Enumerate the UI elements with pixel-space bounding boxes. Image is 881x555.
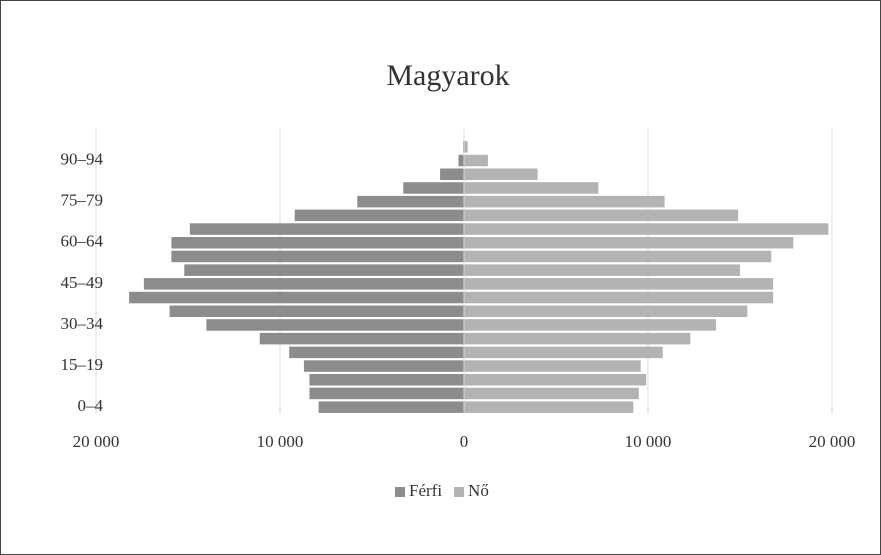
bar [464,195,665,208]
bar [289,346,464,359]
bar [171,236,464,249]
bar [303,360,464,372]
chart-title: Magyarok [386,59,509,92]
bar [464,401,634,413]
x-tick-label: 0 [460,432,469,451]
bar [464,387,639,400]
bar [294,209,464,222]
bar [464,291,774,304]
bar [464,332,691,345]
bar [403,182,464,194]
bar [464,278,774,290]
bar [464,168,538,181]
bar [129,291,464,304]
x-tick-label: 20 000 [73,432,120,451]
bar [464,223,829,235]
bar [171,250,464,263]
bar [464,305,748,318]
bar [184,264,464,276]
bar [464,360,641,372]
legend-swatch [454,487,465,497]
x-tick-label: 10 000 [625,432,672,451]
bar [357,195,464,208]
bar [458,154,464,167]
bar [464,373,647,386]
bar [464,154,488,167]
y-tick-label: 45–49 [61,273,104,292]
bar [464,209,739,222]
bar [309,387,464,400]
legend-label: Nő [468,481,489,500]
bar [318,401,464,413]
bar [464,319,717,331]
bar [309,373,464,386]
bar [464,346,663,359]
bar [169,305,464,318]
bar [464,250,772,263]
x-tick-label: 10 000 [257,432,304,451]
bar [440,168,464,181]
y-tick-label: 75–79 [61,191,104,210]
bar [464,141,468,153]
bar [464,182,599,194]
y-tick-label: 0–4 [78,396,104,415]
bar [189,223,464,235]
legend-label: Férfi [409,481,442,500]
y-tick-label: 15–19 [61,355,104,374]
bar [143,278,464,290]
x-tick-label: 20 000 [809,432,856,451]
bar [464,236,794,249]
y-tick-label: 90–94 [61,149,104,168]
y-tick-label: 60–64 [61,232,104,251]
legend-swatch [395,487,405,497]
bar [464,264,740,276]
y-tick-label: 30–34 [61,314,104,333]
bar [206,319,464,331]
bar [259,332,464,345]
